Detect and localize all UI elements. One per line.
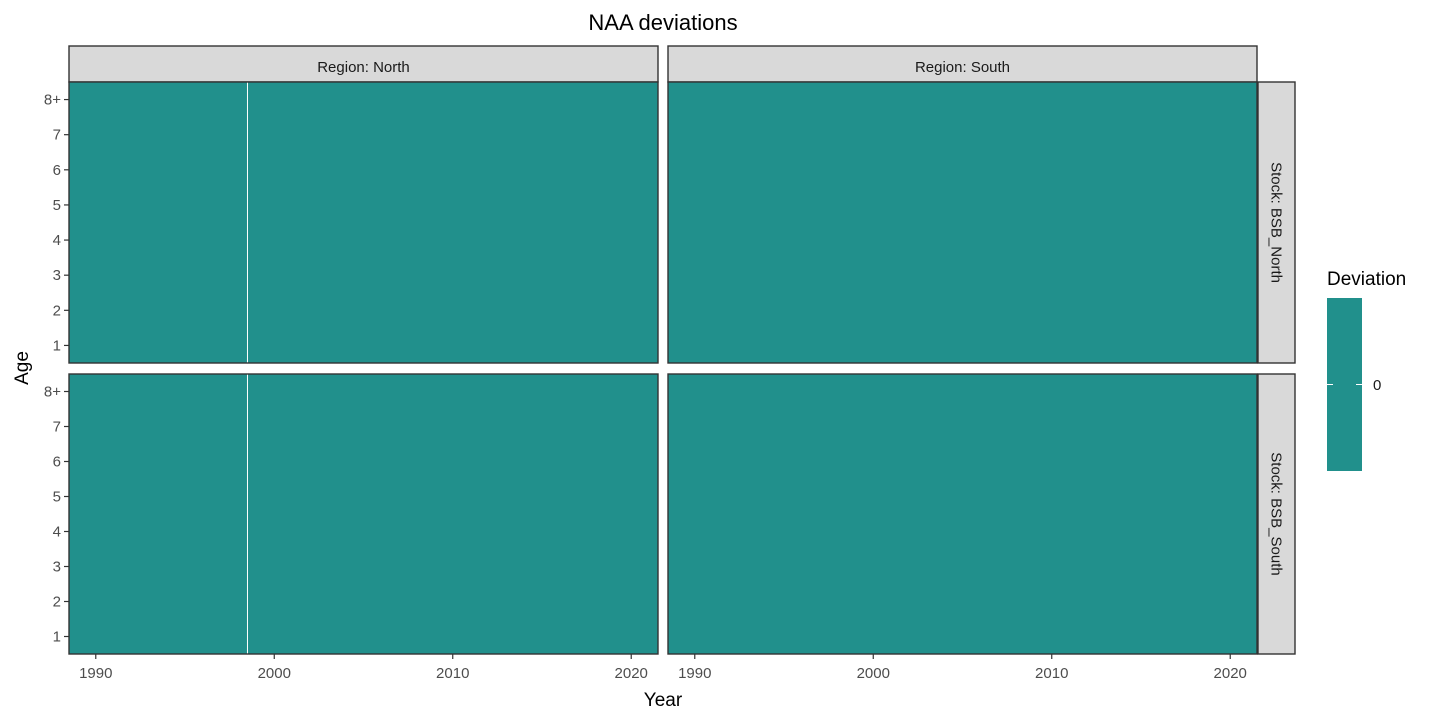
y-tick-label: 4 xyxy=(53,524,61,541)
row-strip-label: Stock: BSB_South xyxy=(1268,452,1285,575)
facet-panel xyxy=(667,373,1258,655)
column-strips: Region: North Region: South xyxy=(68,45,1258,83)
column-strip-label: Region: North xyxy=(317,59,410,76)
y-axes: 1 2 3 4 5 6 7 8+ 1 2 3 4 5 6 7 8+ xyxy=(44,92,69,646)
y-tick-label: 7 xyxy=(53,127,61,144)
x-tick-label: 2000 xyxy=(258,665,291,682)
x-tick-label: 2020 xyxy=(1214,665,1247,682)
facet-panel xyxy=(68,373,659,655)
chart-title: NAA deviations xyxy=(588,10,737,35)
x-tick-label: 1990 xyxy=(79,665,112,682)
x-tick-label: 2010 xyxy=(1035,665,1068,682)
heatmap-tile xyxy=(668,82,1257,363)
y-axis-label: Age xyxy=(12,351,33,385)
y-tick-label: 6 xyxy=(53,162,61,179)
legend: Deviation 0 xyxy=(1327,269,1406,471)
row-strip-bg xyxy=(1257,373,1296,655)
y-tick-label: 8+ xyxy=(44,384,61,401)
panel-border xyxy=(68,81,659,364)
column-strip-bg xyxy=(667,45,1258,83)
facet-panel xyxy=(68,81,659,364)
x-axis-label: Year xyxy=(644,690,683,711)
x-tick-label: 2020 xyxy=(615,665,648,682)
y-tick-label: 5 xyxy=(53,197,61,214)
x-tick-label: 2000 xyxy=(857,665,890,682)
row-strips: Stock: BSB_North Stock: BSB_South xyxy=(1257,81,1296,655)
column-strip-label: Region: South xyxy=(915,59,1010,76)
column-strip-bg xyxy=(68,45,659,83)
row-strip-label: Stock: BSB_North xyxy=(1268,162,1285,283)
heatmap-tile xyxy=(69,374,658,654)
x-tick-label: 1990 xyxy=(678,665,711,682)
x-tick-label: 2010 xyxy=(436,665,469,682)
legend-title: Deviation xyxy=(1327,269,1406,290)
facet-panel xyxy=(667,81,1258,364)
y-tick-label: 3 xyxy=(53,559,61,576)
y-tick-label: 5 xyxy=(53,489,61,506)
y-tick-label: 8+ xyxy=(44,92,61,109)
legend-label: 0 xyxy=(1373,377,1381,394)
panel-border xyxy=(68,373,659,655)
y-tick-label: 7 xyxy=(53,419,61,436)
panel-border xyxy=(667,81,1258,364)
panel-border xyxy=(667,373,1258,655)
y-tick-label: 1 xyxy=(53,629,61,646)
heatmap-tile xyxy=(69,82,658,363)
y-tick-label: 3 xyxy=(53,267,61,284)
y-tick-label: 4 xyxy=(53,232,61,249)
facet-panels xyxy=(68,81,1258,655)
y-tick-label: 1 xyxy=(53,337,61,354)
x-axes: 1990 2000 2010 2020 1990 2000 2010 2020 xyxy=(79,654,1247,682)
row-strip-bg xyxy=(1257,81,1296,364)
heatmap-tile xyxy=(668,374,1257,654)
y-tick-label: 6 xyxy=(53,454,61,471)
y-tick-label: 2 xyxy=(53,594,61,611)
y-tick-label: 2 xyxy=(53,302,61,319)
